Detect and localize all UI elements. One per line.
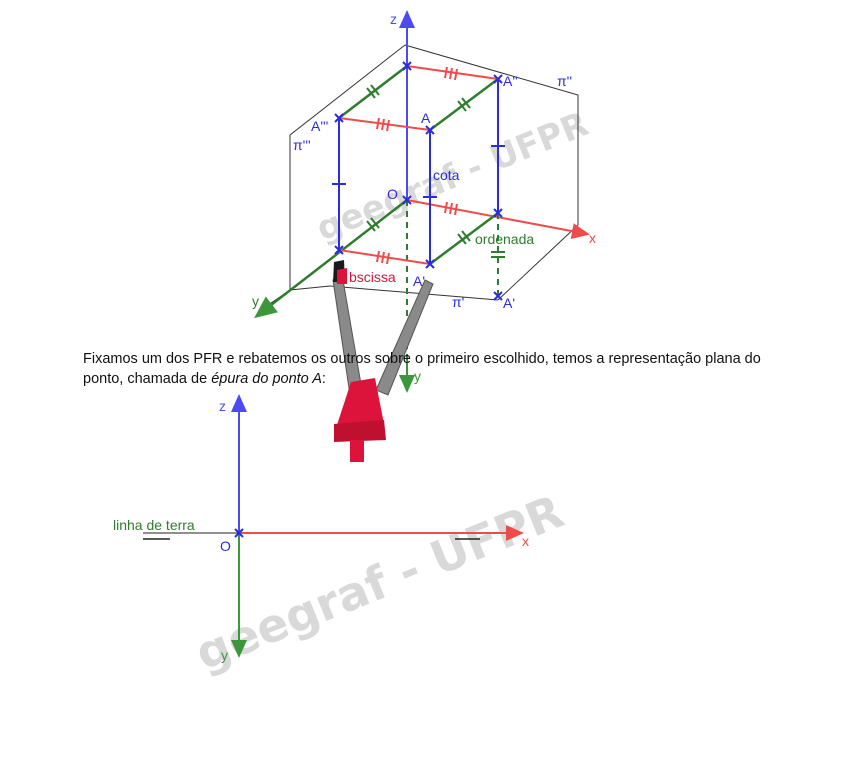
y-down-label: y <box>414 368 421 384</box>
equal-length-ticks <box>332 66 505 265</box>
z-axis-label-bottom: z <box>219 398 226 414</box>
paragraph-text-after: : <box>321 370 326 387</box>
y-axis-top <box>254 199 408 319</box>
ordenada-lines <box>338 65 499 265</box>
description-paragraph: Fixamos um dos PFR e rebatemos os outros… <box>83 349 803 389</box>
abscissa-lines <box>338 65 499 265</box>
plane-label-pi2: π'' <box>557 73 572 89</box>
abscissa-label: bscissa <box>349 269 396 285</box>
y-axis-label-bottom: y <box>221 647 228 663</box>
point-label-A2: A'' <box>503 73 518 89</box>
origin-label-bottom: O <box>220 538 231 554</box>
origin-marker-bottom <box>234 528 244 538</box>
ordenada-label: ordenada <box>475 231 534 247</box>
watermark-bottom: geegraf - UFPR <box>188 484 571 681</box>
x-axis-label-bottom: x <box>522 533 529 549</box>
plane-label-pi1: π' <box>452 294 464 310</box>
y-axis-label-top: y <box>252 293 259 309</box>
point-label-A1b: A' <box>503 295 515 311</box>
plane-label-pi3: π''' <box>293 137 311 153</box>
paragraph-text-before: Fixamos um dos PFR e rebatemos os outros… <box>83 350 761 387</box>
cota-label: cota <box>433 167 460 183</box>
point-markers <box>334 61 503 301</box>
point-label-A: A <box>421 110 431 126</box>
point-label-A1: A' <box>413 273 425 289</box>
compass-icon <box>332 260 434 462</box>
z-axis-label-top: z <box>390 11 397 27</box>
paragraph-emphasis: épura do ponto A <box>211 370 322 387</box>
point-label-A3: A''' <box>311 118 328 134</box>
x-axis-label-top: x <box>589 230 596 246</box>
ground-line-label: linha de terra <box>113 517 195 533</box>
origin-label-top: O <box>387 186 398 202</box>
